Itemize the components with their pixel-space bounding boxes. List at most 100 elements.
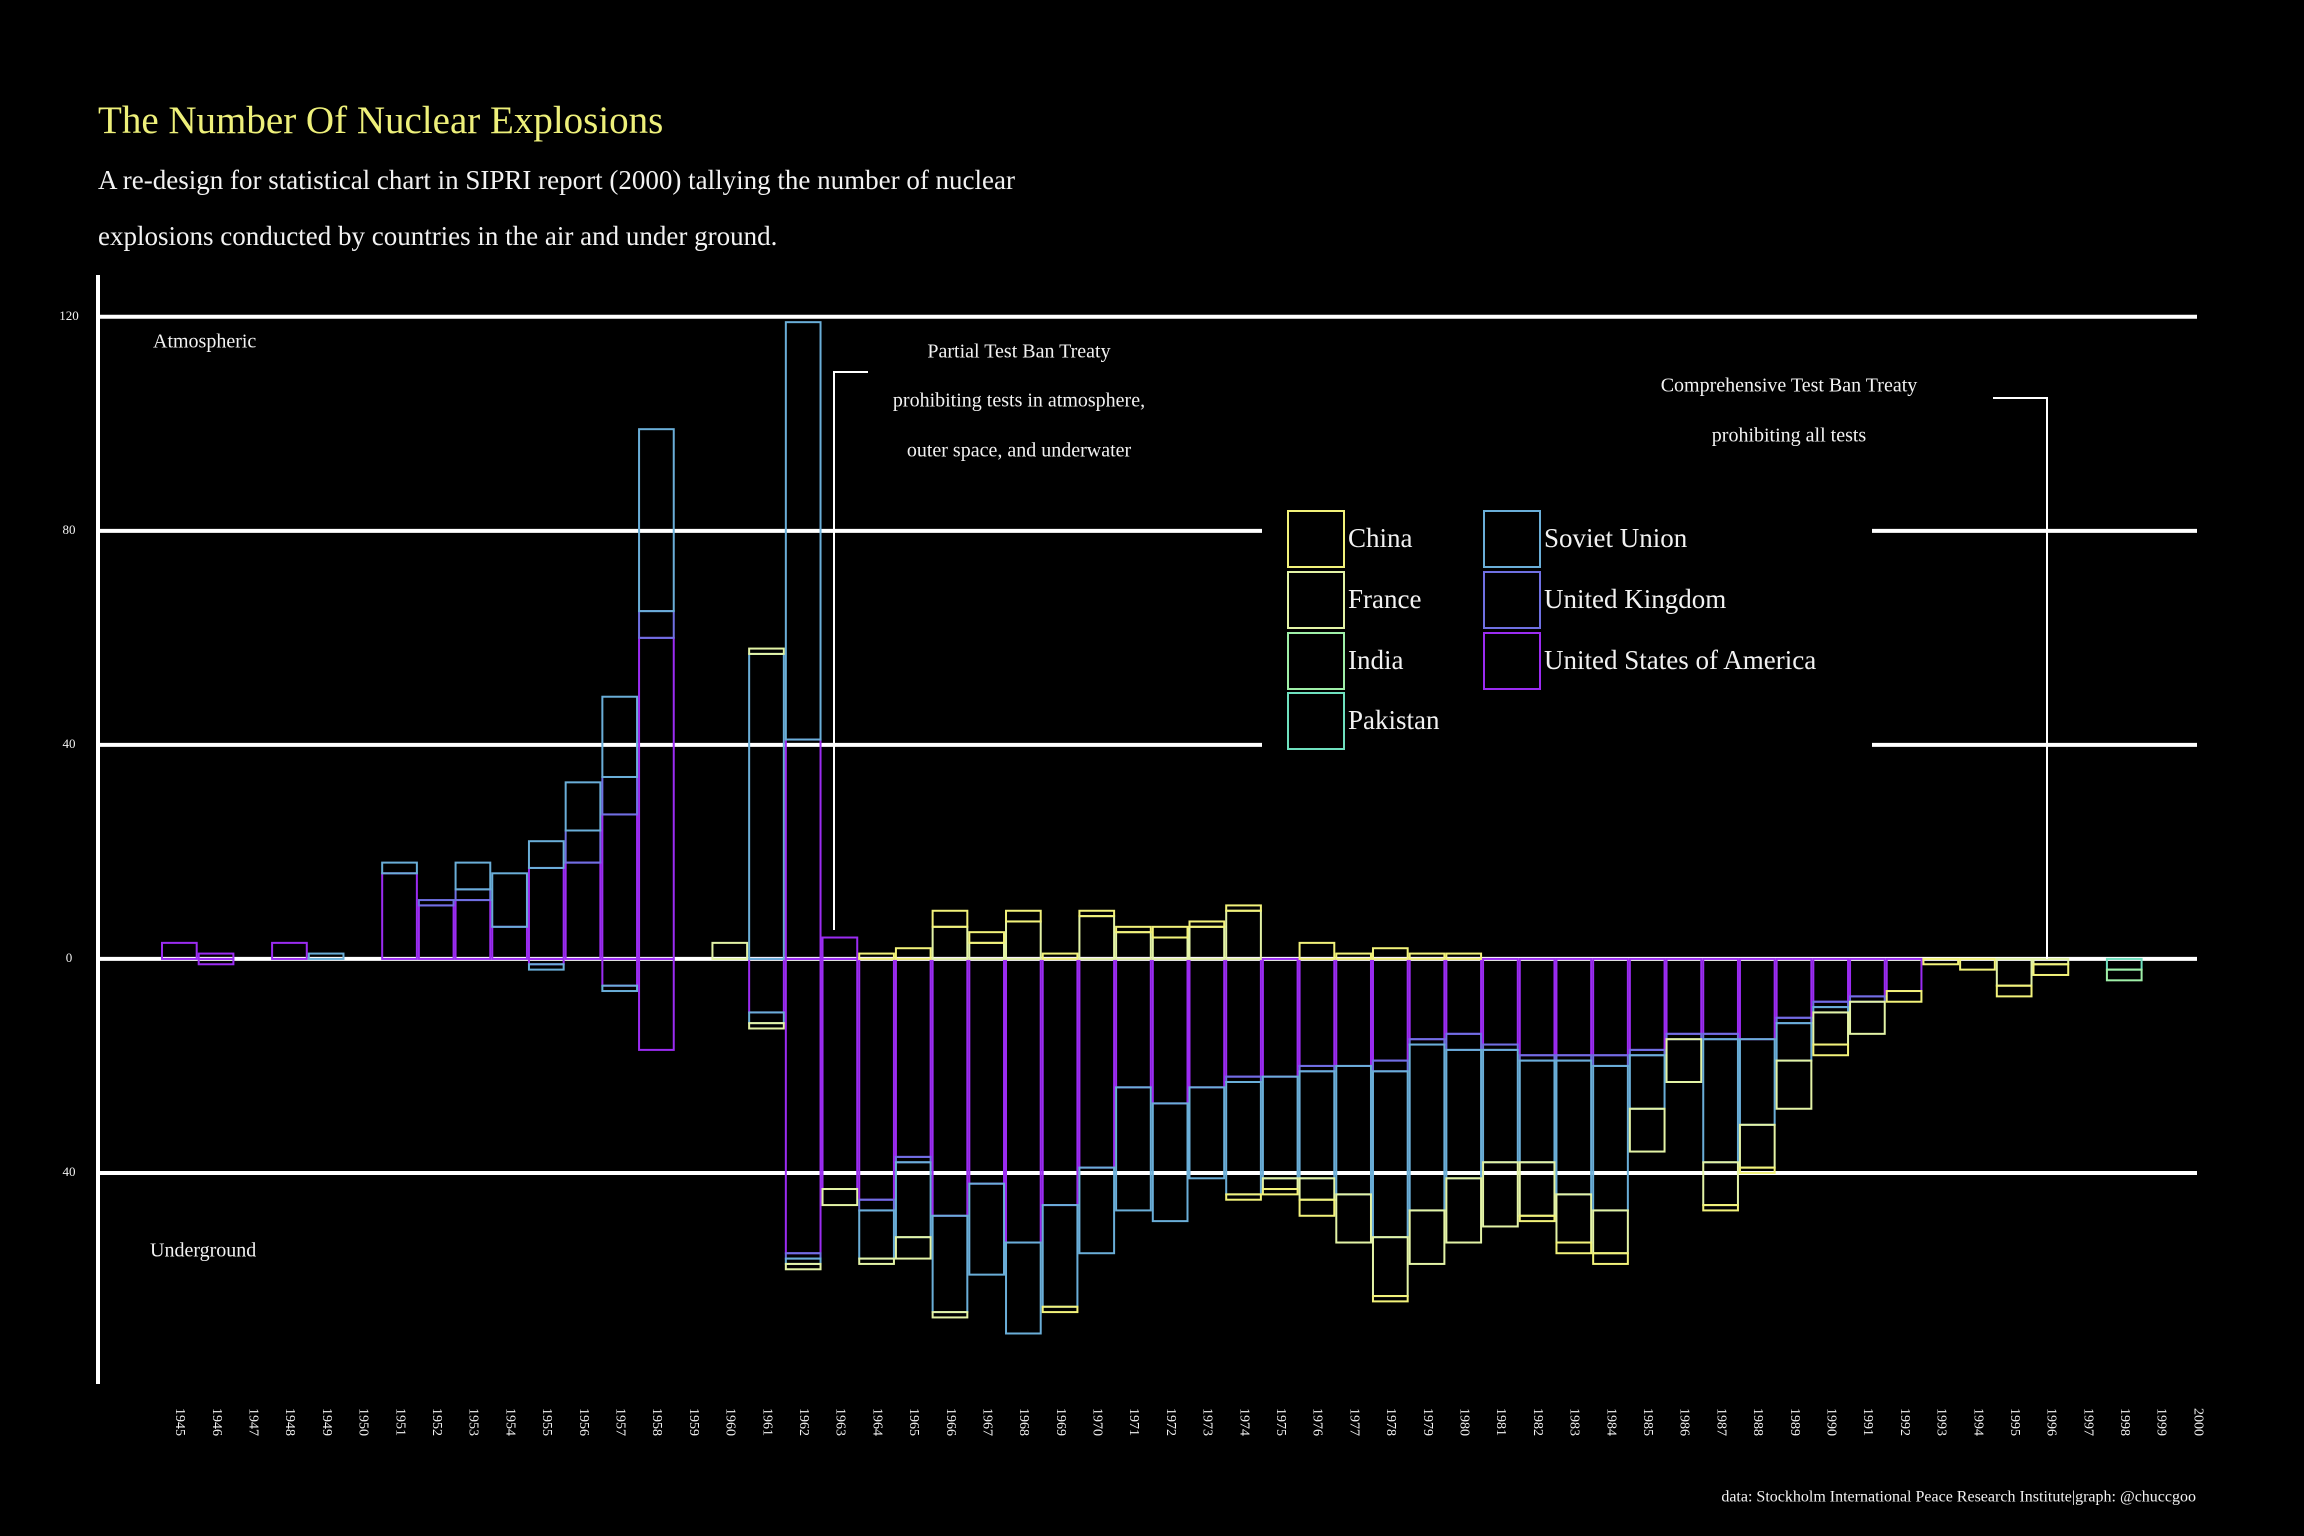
underground-bar <box>1812 1011 1850 1046</box>
x-tick-label: 1989 <box>1787 1408 1802 1436</box>
grid: 120 80 40 0 40 <box>59 308 2197 1179</box>
legend-label: United Kingdom <box>1544 584 1726 614</box>
atmospheric-bar <box>821 936 859 960</box>
atmospheric-bar <box>1041 952 1079 960</box>
legend-label: Pakistan <box>1348 705 1440 735</box>
underground-bar <box>931 957 969 1217</box>
x-tick-label: 1966 <box>943 1408 958 1436</box>
underground-bar <box>601 984 639 993</box>
x-tick-label: 1962 <box>796 1408 811 1436</box>
underground-bar <box>1628 957 1666 1051</box>
atmospheric-bar <box>711 941 749 960</box>
underground-bar <box>1445 1177 1483 1244</box>
atmospheric-bar <box>638 610 675 639</box>
x-tick-label: 1959 <box>686 1408 701 1436</box>
underground-bar <box>1151 957 1189 1105</box>
atmospheric-bar <box>527 840 565 869</box>
y-tick-label: 120 <box>59 308 79 323</box>
underground-bar <box>1482 957 1519 1046</box>
underground-bar <box>197 957 235 966</box>
underground-bar <box>748 957 785 1014</box>
bars <box>161 321 2143 1335</box>
atmospheric-bar <box>894 947 932 960</box>
atmospheric-bar <box>417 904 455 960</box>
underground-bar <box>1298 1177 1336 1201</box>
x-tick-label: 1970 <box>1090 1408 1105 1436</box>
legend-swatch <box>1483 632 1541 690</box>
x-tick-label: 1974 <box>1236 1408 1251 1436</box>
atmospheric-bar <box>784 738 822 960</box>
underground-bar <box>1518 1214 1556 1223</box>
underground-bar <box>1298 1198 1336 1217</box>
underground-bar <box>1371 1059 1409 1073</box>
x-tick-label: 1958 <box>649 1408 664 1436</box>
x-tick-label: 1987 <box>1713 1408 1728 1436</box>
atmospheric-bar <box>638 428 675 613</box>
underground-bar <box>968 1182 1006 1276</box>
underground-bar <box>1849 1000 1886 1035</box>
underground-bar <box>858 957 895 1201</box>
underground-bar <box>1261 957 1299 1078</box>
underground-bar <box>858 1257 895 1265</box>
ptbt-text: Partial Test Ban Treaty <box>927 341 1110 363</box>
underground-bar <box>1408 957 1446 1041</box>
atmospheric-bar <box>454 888 492 902</box>
underground-bar <box>1482 1048 1519 1164</box>
x-tick-label: 1950 <box>356 1408 371 1436</box>
atmospheric-bar <box>601 775 639 816</box>
underground-bar <box>1225 1193 1262 1201</box>
underground-bar <box>858 1198 895 1212</box>
underground-bar <box>2105 968 2143 982</box>
atmospheric-label: Atmospheric <box>153 331 256 353</box>
legend-swatch <box>1287 571 1345 629</box>
underground-bar <box>1041 1204 1079 1308</box>
legend-swatch <box>1287 692 1345 750</box>
atmospheric-bar <box>1188 925 1226 960</box>
x-tick-label: 1973 <box>1200 1408 1215 1436</box>
underground-bar <box>1812 1043 1850 1057</box>
atmospheric-bar <box>601 695 639 778</box>
legend-swatch <box>1483 571 1541 629</box>
ptbt-leader <box>833 371 868 930</box>
underground-bar <box>1555 957 1593 1057</box>
underground-bar <box>1628 1054 1666 1110</box>
underground-bar <box>1298 957 1336 1067</box>
x-tick-label: 1952 <box>429 1408 444 1436</box>
atmospheric-bar <box>784 321 822 741</box>
chart-subtitle: A re-design for statistical chart in SIP… <box>98 165 1015 251</box>
underground-bar <box>1371 1070 1409 1239</box>
atmospheric-bar <box>161 941 198 960</box>
atmospheric-bar <box>1151 936 1189 960</box>
underground-bar <box>1555 1193 1593 1244</box>
atmospheric-bar <box>968 941 1006 960</box>
atmospheric-bar <box>968 931 1006 944</box>
underground-bar <box>1371 957 1409 1062</box>
x-tick-label: 1976 <box>1310 1408 1325 1436</box>
underground-bar <box>1592 1252 1629 1265</box>
atmospheric-bar <box>564 829 602 864</box>
x-tick-label: 1985 <box>1640 1408 1655 1436</box>
atmospheric-bar <box>1225 904 1262 912</box>
ptbt-text: outer space, and underwater <box>907 440 1132 462</box>
underground-bar <box>1408 1043 1446 1212</box>
underground-bar <box>1005 1241 1042 1335</box>
underground-bar <box>1738 1123 1776 1169</box>
atmospheric-bar <box>491 925 528 960</box>
underground-bar <box>1738 1166 1776 1174</box>
underground-bar <box>1261 1075 1299 1180</box>
atmospheric-bar <box>564 861 602 960</box>
underground-bar <box>1445 957 1483 1035</box>
atmospheric-bar <box>271 941 308 960</box>
ptbt-text: prohibiting tests in atmosphere, <box>893 390 1145 412</box>
atmospheric-bar <box>1078 909 1116 918</box>
underground-bar <box>1775 957 1813 1019</box>
underground-bar <box>1775 1022 1813 1062</box>
underground-bar <box>1371 1295 1409 1303</box>
underground-bar <box>1775 1059 1813 1110</box>
underground-bar <box>1849 957 1886 998</box>
x-tick-label: 1975 <box>1273 1408 1288 1436</box>
ctbt-text: Comprehensive Test Ban Treaty <box>1661 375 1918 397</box>
x-tick-label: 1967 <box>979 1408 994 1436</box>
x-tick-label: 1993 <box>1934 1408 1949 1436</box>
